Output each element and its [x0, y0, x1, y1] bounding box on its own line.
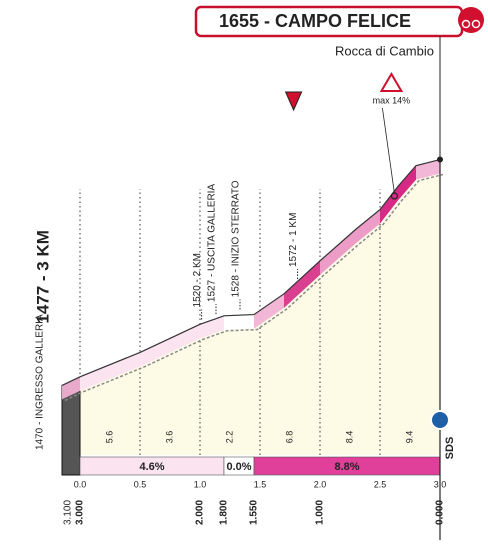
profile-shadow	[64, 173, 444, 402]
segment-gradient: 2.2	[224, 431, 234, 444]
finish-point	[437, 156, 443, 163]
segment-gradient: 6.8	[284, 431, 294, 444]
finish-mark: SDS	[444, 437, 456, 460]
remaining-km: 1.000	[315, 500, 326, 525]
max-gradient-icon	[379, 72, 404, 92]
gradient-band	[224, 314, 254, 330]
gradient-bar-label: 0.0%	[226, 461, 251, 473]
gradient-band	[140, 324, 200, 367]
gradient-bar-label: 8.8%	[334, 461, 359, 473]
annotation: 1520 - 2 KM	[192, 253, 203, 307]
remaining-km: 3.000	[75, 500, 86, 525]
subtitle: Rocca di Cambio	[335, 43, 434, 58]
climb-icon-wheel	[461, 19, 471, 29]
x-tick-label: 2.0	[314, 479, 327, 489]
annotation: 1470 - INGRESSO GALLERIA	[35, 314, 46, 450]
remaining-km: 1.800	[219, 500, 230, 525]
x-tick-label: 2.5	[374, 479, 387, 489]
max-gradient-leader	[382, 107, 395, 194]
remaining-km: 3.100	[63, 500, 74, 525]
gradient-band	[398, 165, 416, 201]
remaining-km: 2.000	[195, 500, 206, 525]
gradient-band	[254, 293, 284, 329]
x-tick-label: 1.0	[194, 479, 207, 489]
gradient-band	[356, 209, 380, 244]
gradient-band	[320, 229, 356, 275]
tunnel	[61, 384, 81, 476]
segment-gradient: 8.4	[344, 431, 354, 444]
profile-line	[61, 158, 441, 386]
chart-title: 1655 - CAMPO FELICE	[219, 11, 411, 31]
annotation: 1527 - USCITA GALLERIA	[207, 184, 218, 303]
climb-icon	[458, 7, 484, 33]
gradient-band	[200, 315, 224, 339]
segment-gradient: 9.4	[404, 431, 414, 444]
max-gradient-label: max 14%	[373, 95, 411, 105]
remaining-km: 1.550	[249, 500, 260, 525]
segment-gradient: 3.6	[164, 431, 174, 444]
x-tick-label: 1.5	[254, 479, 267, 489]
annotation: 1572 - 1 KM	[288, 213, 299, 267]
climb-icon-wheel	[471, 19, 481, 29]
km-marker	[284, 91, 303, 112]
segment-gradient: 5.6	[104, 431, 114, 444]
annotation: 1528 - INIZIO STERRATO	[231, 180, 242, 297]
gradient-bar-label: 4.6%	[139, 461, 164, 473]
x-tick-label: 0.0	[74, 479, 87, 489]
sds-icon	[430, 410, 450, 430]
gradient-band	[380, 186, 398, 224]
gradient-band	[62, 376, 80, 400]
start-label: 1477 - 3 KM	[33, 230, 52, 324]
gradient-band	[284, 260, 320, 308]
gradient-band	[80, 352, 140, 391]
x-tick-label: 0.5	[134, 479, 147, 489]
profile-area	[62, 159, 440, 455]
